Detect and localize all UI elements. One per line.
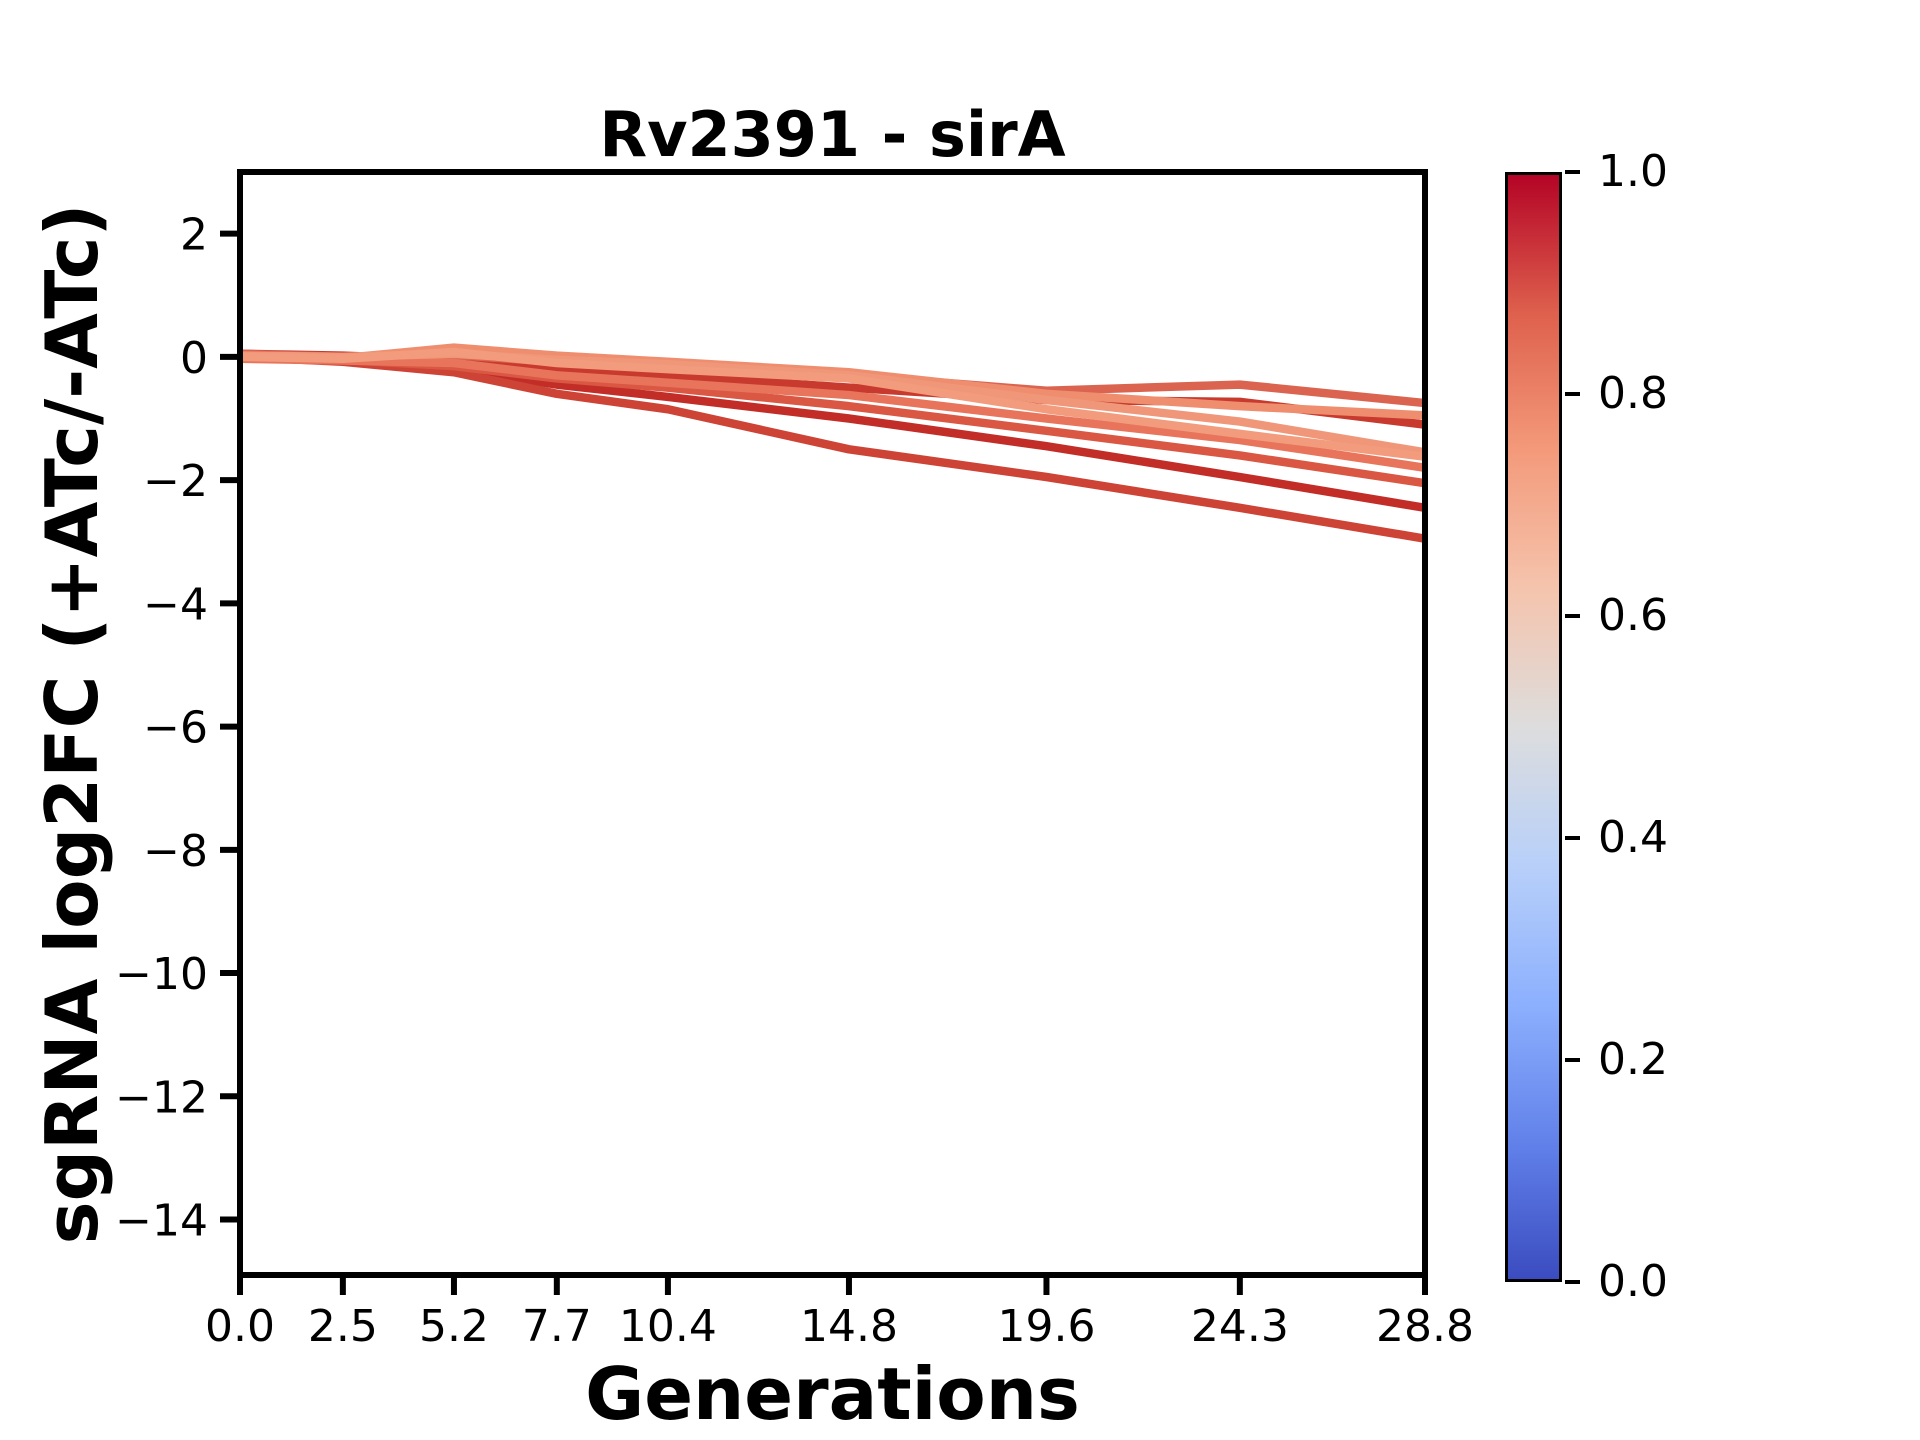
colorbar-tick-label: 1.0 <box>1598 146 1668 197</box>
sgrna-line <box>239 347 1426 461</box>
x-tick-label: 19.6 <box>997 1301 1095 1352</box>
x-tick-label: 7.7 <box>522 1301 592 1352</box>
y-tick-label: 0 <box>180 333 208 384</box>
x-tick-label: 24.3 <box>1191 1301 1289 1352</box>
colorbar-tick <box>1565 836 1580 840</box>
y-tick-label: −10 <box>115 949 208 1000</box>
colorbar-tick-label: 0.0 <box>1598 1256 1668 1307</box>
colorbar-tick-label: 0.2 <box>1598 1034 1668 1085</box>
sgrna-line <box>239 354 1426 472</box>
axes-frame <box>237 169 1428 1278</box>
y-tick-label: 2 <box>180 210 208 261</box>
colorbar-tick <box>1565 170 1580 174</box>
x-tick-label: 0.0 <box>205 1301 275 1352</box>
x-tick-label: 2.5 <box>308 1301 378 1352</box>
y-tick-label: −2 <box>143 456 208 507</box>
colorbar-tick <box>1565 1058 1580 1062</box>
colorbar-tick <box>1565 1280 1580 1284</box>
x-tick-label: 14.8 <box>800 1301 898 1352</box>
x-axis-label: Generations <box>585 1352 1080 1436</box>
x-tick-label: 28.8 <box>1376 1301 1474 1352</box>
colorbar-tick <box>1565 614 1580 618</box>
colorbar-tick-label: 0.6 <box>1598 590 1668 641</box>
y-tick-label: −12 <box>115 1072 208 1123</box>
colorbar-tick-label: 0.8 <box>1598 368 1668 419</box>
colorbar-gradient <box>1508 175 1559 1279</box>
y-tick-label: −6 <box>143 703 208 754</box>
chart-title: Rv2391 - sirA <box>599 98 1066 171</box>
colorbar-tick <box>1565 392 1580 396</box>
y-tick-label: −14 <box>115 1196 208 1247</box>
colorbar <box>1505 172 1562 1282</box>
y-axis-label: sgRNA log2FC (+ATc/-ATc) <box>30 203 114 1245</box>
colorbar-tick-label: 0.4 <box>1598 812 1668 863</box>
y-tick-label: −4 <box>143 579 208 630</box>
y-tick-label: −8 <box>143 826 208 877</box>
x-tick-label: 10.4 <box>619 1301 717 1352</box>
x-tick-label: 5.2 <box>419 1301 489 1352</box>
